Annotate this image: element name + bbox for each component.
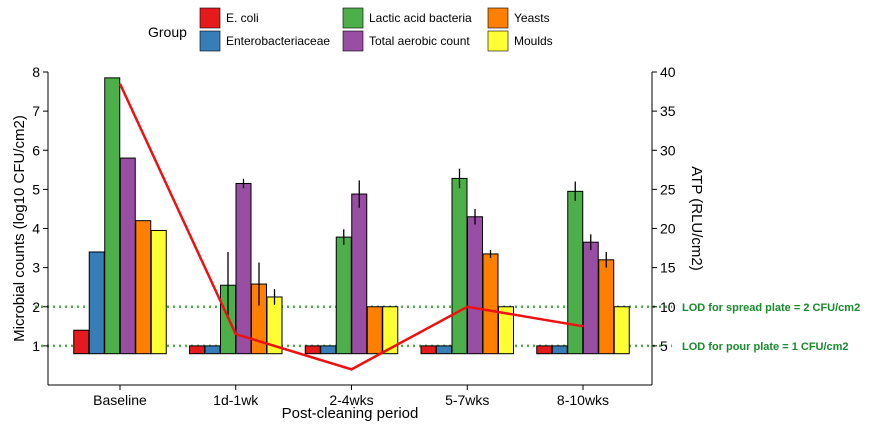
y-tick-label-1: 1 xyxy=(32,338,40,354)
legend-label-yeasts: Yeasts xyxy=(514,11,550,25)
bar-total-aerobic-count-8-10wks xyxy=(582,241,599,355)
lod-label-2: LOD for pour plate = 1 CFU/cm2 xyxy=(682,341,849,353)
x-tick-label-2-4wks: 2-4wks xyxy=(329,392,373,408)
y2-tick-label-35: 35 xyxy=(660,103,676,119)
x-tick-label-1d-1wk: 1d-1wk xyxy=(213,392,259,408)
y-axis-title: Microbial counts (log10 CFU/cm2) xyxy=(11,115,28,342)
bar-yeasts-5-7wks xyxy=(482,253,499,355)
bar-total-aerobic-count-5-7wks xyxy=(467,216,483,355)
bar-enterobacteriaceae-5-7wks xyxy=(436,345,452,355)
y2-tick-label-10: 10 xyxy=(660,299,676,315)
bar-total-aerobic-count-baseline xyxy=(119,157,136,355)
bar-e-coli-2-4wks xyxy=(304,345,321,355)
legend-label-lactic-acid-bacteria: Lactic acid bacteria xyxy=(369,11,472,25)
y-tick-label-4: 4 xyxy=(32,221,40,237)
y2-tick-label-5: 5 xyxy=(660,338,668,354)
legend-key-enterobacteriaceae xyxy=(199,30,221,52)
x-tick-label-8-10wks: 8-10wks xyxy=(557,392,609,408)
bar-yeasts-baseline xyxy=(135,220,152,355)
bar-total-aerobic-count-2-4wks xyxy=(351,193,368,355)
y2-tick-label-15: 15 xyxy=(660,260,676,276)
bar-e-coli-8-10wks xyxy=(536,345,553,355)
y-tick-label-3: 3 xyxy=(32,260,40,276)
bar-moulds-2-4wks xyxy=(382,306,399,355)
bar-moulds-8-10wks xyxy=(613,306,630,355)
legend-key-yeasts xyxy=(487,7,509,29)
legend-label-moulds: Moulds xyxy=(514,34,553,48)
y2-tick-label-30: 30 xyxy=(660,142,676,158)
bar-enterobacteriaceae-1d-1wk xyxy=(204,345,221,355)
bar-enterobacteriaceae-8-10wks xyxy=(551,345,568,355)
bar-moulds-5-7wks xyxy=(498,306,514,355)
lod-label-1: LOD for spread plate = 2 CFU/cm2 xyxy=(682,302,860,314)
legend-label-enterobacteriaceae: Enterobacteriaceae xyxy=(226,34,330,48)
legend-title: Group xyxy=(148,24,187,40)
y-tick-label-7: 7 xyxy=(32,103,40,119)
bar-e-coli-1d-1wk xyxy=(189,345,205,355)
bar-yeasts-2-4wks xyxy=(366,306,383,355)
y-tick-label-2: 2 xyxy=(32,299,40,315)
y2-tick-label-20: 20 xyxy=(660,221,676,237)
bar-moulds-baseline xyxy=(150,229,167,355)
y-tick-label-5: 5 xyxy=(32,181,40,197)
legend-key-e-coli xyxy=(199,7,221,29)
x-tick-label-5-7wks: 5-7wks xyxy=(445,392,489,408)
atp-line-group xyxy=(118,83,584,371)
x-tick-label-baseline: Baseline xyxy=(93,392,147,408)
legend-key-total-aerobic-count xyxy=(342,30,364,52)
bars xyxy=(73,77,630,355)
bar-enterobacteriaceae-2-4wks xyxy=(320,345,337,355)
y-tick-label-8: 8 xyxy=(32,64,40,80)
bar-lactic-acid-bacteria-5-7wks xyxy=(451,177,468,355)
bar-yeasts-8-10wks xyxy=(598,259,615,355)
error-bars xyxy=(227,168,607,319)
bar-lactic-acid-bacteria-2-4wks xyxy=(335,236,352,355)
legend-label-e-coli: E. coli xyxy=(226,11,259,25)
atp-line xyxy=(118,83,584,371)
y2-tick-label-25: 25 xyxy=(660,181,676,197)
bar-enterobacteriaceae-baseline xyxy=(88,251,105,355)
x-axis-title: Post-cleaning period xyxy=(282,405,419,422)
legend-key-moulds xyxy=(487,30,509,52)
y-tick-label-6: 6 xyxy=(32,142,40,158)
legend-key-lactic-acid-bacteria xyxy=(342,7,364,29)
bar-lactic-acid-bacteria-8-10wks xyxy=(567,190,584,355)
legend: Group E. coli Enterobacteriaceae Lactic aci… xyxy=(148,7,553,52)
y2-tick-label-40: 40 xyxy=(660,64,676,80)
y2-axis-title: ATP (RLU/cm2) xyxy=(688,166,705,270)
bar-lactic-acid-bacteria-baseline xyxy=(104,77,121,355)
bar-e-coli-baseline xyxy=(73,329,90,355)
bar-e-coli-5-7wks xyxy=(420,345,437,355)
axes: 1 2 3 4 5 6 7 8 5 10 15 20 25 30 35 40 Baseline 1d-1wk 2-4… xyxy=(32,64,676,408)
legend-label-total-aerobic-count: Total aerobic count xyxy=(369,34,470,48)
bar-total-aerobic-count-1d-1wk xyxy=(235,183,252,355)
